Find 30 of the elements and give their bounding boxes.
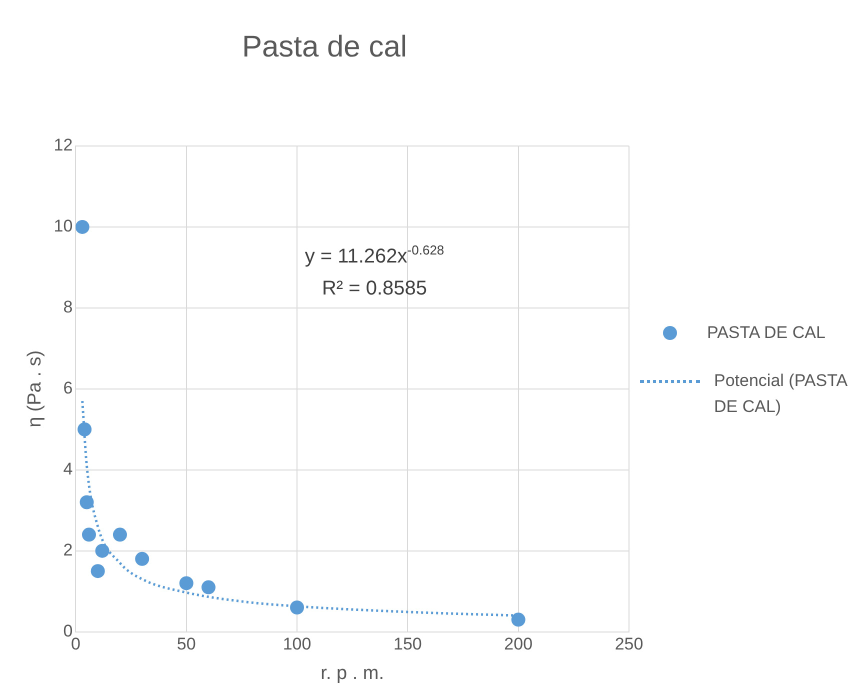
point [179,576,194,590]
y-tick-label: 12 [54,136,73,155]
point [90,564,105,578]
y-tick-label: 10 [54,216,73,236]
point [290,600,304,615]
point [95,544,110,558]
x-tick-label: 100 [282,634,312,654]
point [80,495,94,510]
point [202,580,216,594]
x-axis-title: r. p . m. [320,662,384,684]
x-tick-label: 200 [504,634,533,654]
legend-label: PASTA DE CAL [707,322,826,344]
annotation: R² = 0.8585 [322,278,428,300]
y-tick-label: 0 [63,621,73,640]
x-tick-label: 50 [176,634,196,654]
x-tick-label: 250 [614,634,644,654]
y-tick-label: 4 [63,460,73,479]
x-tick-label: 150 [393,634,422,654]
point [112,528,127,542]
point [82,528,96,542]
y-tick-label: 2 [63,540,73,560]
y-axis-title: η (Pa . s) [24,350,46,428]
y-tick-label: 6 [63,378,73,398]
point [511,612,526,627]
chart-title: Pasta de cal [242,30,408,64]
legend-label: Potencial (PASTA DE CAL) [714,370,848,418]
point [135,552,150,566]
y-tick-label: 8 [63,298,73,317]
point [78,422,92,436]
point [76,220,90,234]
